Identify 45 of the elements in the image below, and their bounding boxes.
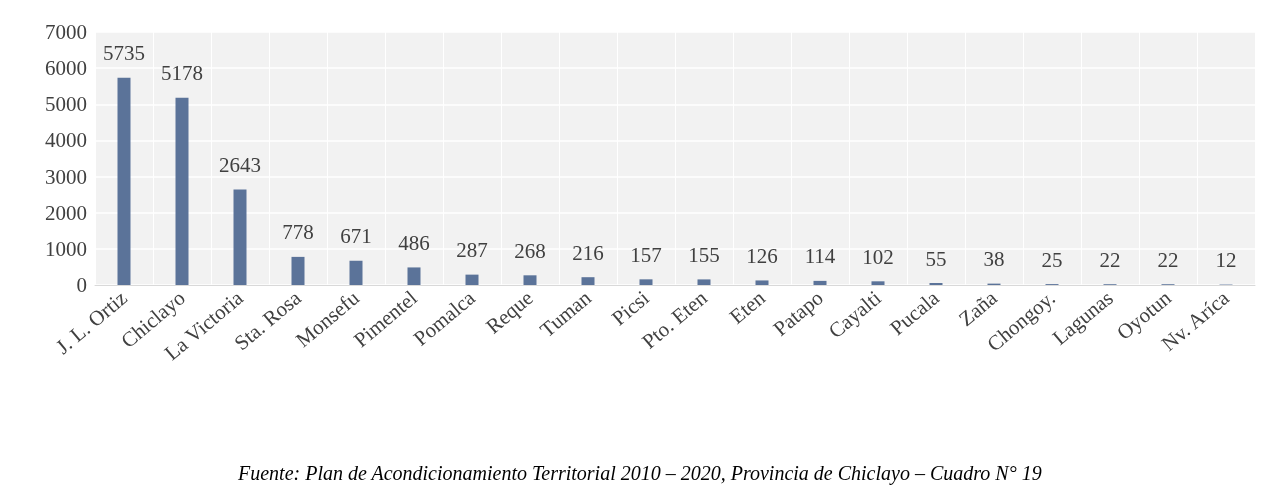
data-label: 114 bbox=[804, 244, 836, 269]
data-label: 157 bbox=[630, 242, 662, 267]
bar bbox=[523, 275, 537, 285]
bar bbox=[117, 77, 131, 285]
data-label: 5735 bbox=[103, 41, 145, 66]
y-tick-label: 2000 bbox=[45, 200, 87, 225]
y-tick-label: 4000 bbox=[45, 128, 87, 153]
x-tick-label: Eten bbox=[724, 285, 771, 329]
bar bbox=[755, 280, 769, 285]
data-label: 216 bbox=[572, 240, 604, 265]
bar bbox=[349, 260, 363, 285]
data-label: 671 bbox=[340, 224, 372, 249]
y-tick-label: 6000 bbox=[45, 56, 87, 81]
data-label: 2643 bbox=[219, 152, 261, 177]
y-tick-label: 7000 bbox=[45, 20, 87, 44]
bar bbox=[813, 280, 827, 285]
data-label: 12 bbox=[1215, 248, 1237, 273]
y-tick-label: 1000 bbox=[45, 236, 87, 261]
data-label: 38 bbox=[983, 247, 1005, 272]
y-tick-label: 3000 bbox=[45, 164, 87, 189]
data-label: 25 bbox=[1041, 247, 1063, 272]
data-label: 126 bbox=[746, 243, 778, 268]
data-label: 287 bbox=[456, 238, 488, 263]
data-label: 268 bbox=[514, 238, 546, 263]
bar bbox=[175, 97, 189, 285]
data-label: 22 bbox=[1099, 247, 1121, 272]
x-tick-label: Picsi bbox=[607, 285, 654, 331]
data-label: 55 bbox=[925, 246, 947, 271]
bar bbox=[871, 281, 885, 285]
data-label: 5178 bbox=[161, 61, 203, 86]
data-label: 22 bbox=[1157, 247, 1179, 272]
y-tick-label: 5000 bbox=[45, 92, 87, 117]
bar bbox=[639, 279, 653, 285]
data-label: 486 bbox=[398, 230, 430, 255]
y-tick-label: 0 bbox=[76, 273, 87, 297]
data-label: 778 bbox=[282, 220, 314, 245]
data-label: 155 bbox=[688, 242, 720, 267]
bar bbox=[581, 277, 595, 285]
bar bbox=[697, 279, 711, 285]
bar bbox=[291, 256, 305, 285]
data-label: 102 bbox=[862, 244, 894, 269]
source-note: Fuente: Plan de Acondicionamiento Territorial 2010 – 2020, Provincia de Chiclayo – Cuadro N° 19 bbox=[236, 462, 1042, 485]
bar bbox=[407, 267, 421, 285]
bar bbox=[465, 274, 479, 285]
bar bbox=[233, 189, 247, 285]
